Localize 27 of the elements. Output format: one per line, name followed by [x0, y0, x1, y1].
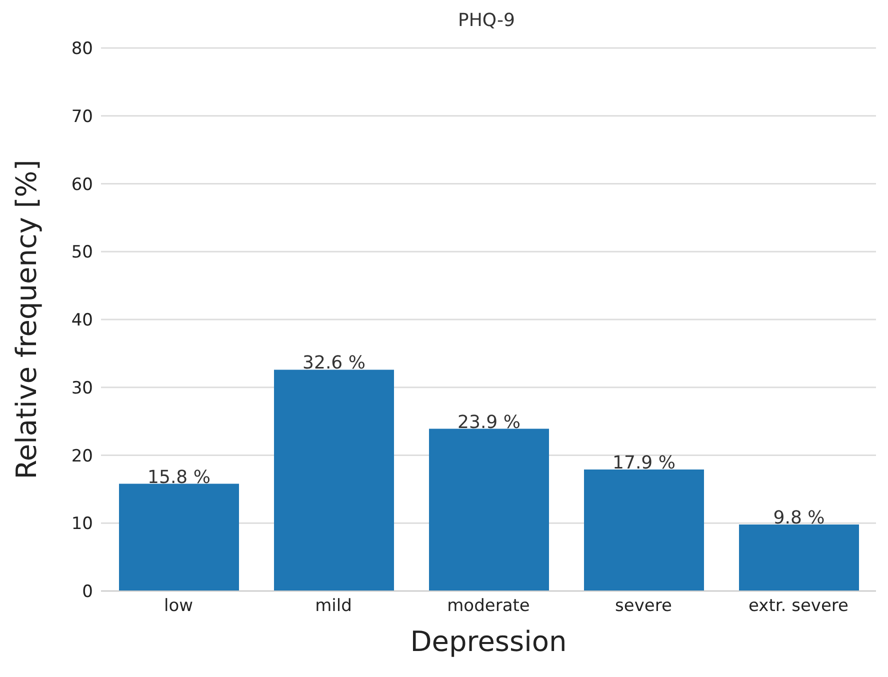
x-tick-label: mild	[315, 596, 352, 616]
y-tick-label: 40	[71, 310, 93, 331]
x-tick-label: extr. severe	[748, 596, 849, 616]
bar	[274, 370, 394, 591]
bar	[584, 470, 704, 591]
data-label: 15.8 %	[148, 466, 210, 488]
y-axis-title: Relative frequency [%]	[10, 160, 43, 480]
data-label: 9.8 %	[773, 507, 825, 528]
y-tick-label: 80	[71, 39, 93, 60]
x-tick-label: moderate	[447, 596, 530, 616]
y-tick-label: 60	[71, 174, 93, 195]
x-tick-label: severe	[615, 596, 672, 616]
data-label: 17.9 %	[612, 452, 676, 474]
data-label: 32.6 %	[302, 352, 366, 374]
y-tick-label: 30	[71, 378, 93, 398]
y-tick-label: 0	[82, 582, 93, 602]
y-tick-label: 20	[71, 446, 93, 466]
bar	[119, 484, 239, 591]
y-tick-label: 10	[71, 514, 93, 534]
x-axis-title: Depression	[410, 625, 567, 658]
chart-title: PHQ-9	[456, 10, 516, 31]
x-tick-label: low	[164, 596, 194, 616]
bar	[429, 428, 549, 591]
bar	[739, 524, 859, 591]
y-tick-label: 70	[71, 106, 93, 127]
data-label: 23.9 %	[458, 412, 520, 433]
y-tick-label: 50	[71, 242, 93, 263]
